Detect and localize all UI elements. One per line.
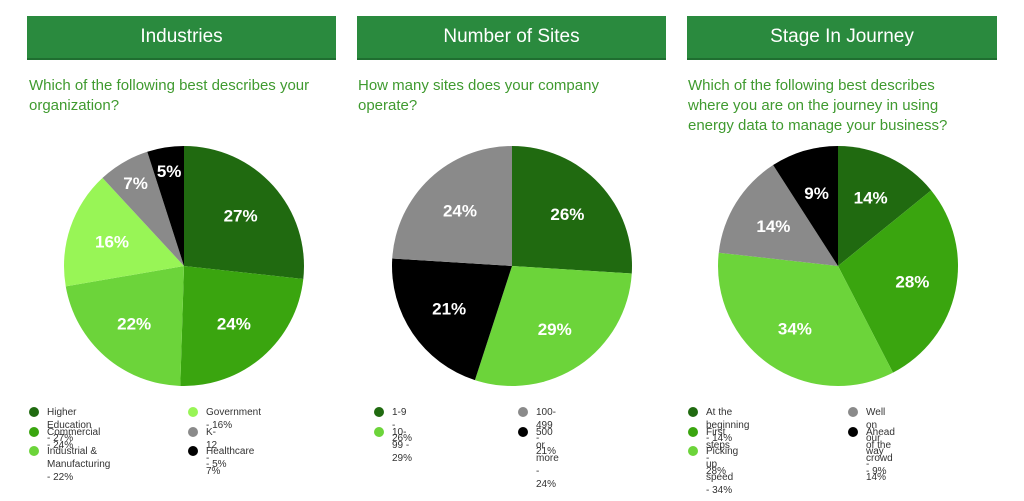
stage-in-journey-question: Which of the following best describes wh… (688, 77, 948, 134)
pie-data-label: 22% (117, 314, 151, 333)
pie-slice-2 (65, 266, 184, 386)
legend-swatch (848, 407, 858, 417)
legend-item-healthcare: Healthcare - 5% (188, 445, 254, 471)
legend-label: Picking up speed - 34% (706, 446, 739, 496)
legend-swatch (688, 427, 698, 437)
pie-slice-3 (63, 177, 184, 287)
pie-data-label: 27% (224, 206, 258, 225)
number-of-sites-pie-chart: 26% 29% 21% 24% (392, 146, 632, 386)
legend-item-commercial: Commercial - 24% (29, 426, 100, 452)
legend-item-k12: K-12 - 7% (188, 426, 220, 478)
pie-data-label: 29% (538, 320, 572, 339)
pie-data-label: 21% (432, 300, 466, 319)
pie-data-label: 7% (123, 174, 148, 193)
legend-item-ahead-of-the-crowd: Ahead of the crowd - 9% (848, 426, 895, 478)
pie-data-label: 16% (95, 233, 129, 252)
legend-item-first-steps: First steps - 28% (688, 426, 730, 478)
industries-header: Industries (27, 16, 336, 60)
legend-swatch (518, 407, 528, 417)
legend-item-500-or-more: 500 or more - 24% (518, 426, 559, 491)
industries-question: Which of the following best describes yo… (29, 77, 310, 114)
pie-data-label: 5% (157, 162, 182, 181)
pie-slice-1 (474, 266, 632, 386)
legend-swatch (188, 427, 198, 437)
legend-swatch (518, 427, 528, 437)
legend-label: 1-9 - 26% (392, 407, 413, 444)
legend-item-government: Government - 16% (188, 406, 261, 432)
pie-slice-3 (392, 146, 512, 266)
legend-label: First steps - 28% (706, 427, 730, 477)
legend-label: Government - 16% (206, 407, 262, 431)
legend-swatch (188, 407, 198, 417)
legend-label: 10-99 - 29% (392, 427, 413, 464)
legend-swatch (29, 446, 39, 456)
legend-item-at-the-beginning: At the beginning - 14% (688, 406, 749, 445)
legend-item-higher-education: Higher Education - 27% (29, 406, 91, 445)
pie-slice-0 (184, 146, 304, 280)
pie-slice-1 (838, 190, 958, 373)
stage-in-journey-pie-chart: 14% 28% 34% 14% 9% (718, 146, 958, 387)
legend-item-10-99: 10-99 - 29% (374, 426, 412, 465)
legend-label: At the beginning - 14% (706, 407, 750, 444)
legend-item-well-on-our-way: Well on our way - 14% (848, 406, 886, 484)
legend-swatch (848, 427, 858, 437)
pie-slice-0 (512, 146, 632, 274)
legend-swatch (188, 446, 198, 456)
legend-swatch (29, 427, 39, 437)
pie-data-label: 9% (804, 184, 829, 203)
legend-swatch (374, 427, 384, 437)
legend-label: K-12 - 7% (206, 427, 221, 477)
legend-label: 500 or more - 24% (536, 427, 559, 490)
stage-in-journey-header: Stage In Journey (687, 16, 997, 60)
number-of-sites-question: How many sites does your company operate… (358, 77, 599, 114)
legend-swatch (688, 407, 698, 417)
industries-pie-chart: 27% 24% 22% 16% 7% 5% (63, 146, 304, 386)
legend-label: Well on our way - 14% (866, 407, 887, 483)
pie-data-label: 14% (854, 188, 888, 207)
pie-slice-3 (718, 165, 838, 266)
number-of-sites-header: Number of Sites (357, 16, 666, 60)
legend-label: Commercial - 24% (47, 427, 101, 451)
legend-item-100-499: 100-499 - 21% (518, 406, 556, 458)
pie-slice-4 (102, 151, 184, 266)
legend-label: Healthcare - 5% (206, 446, 255, 470)
pie-slice-2 (718, 252, 893, 387)
pie-slice-4 (773, 146, 838, 266)
legend-item-picking-up-speed: Picking up speed - 34% (688, 445, 738, 497)
legend-label: Industrial & Manufacturing - 22% (47, 446, 111, 483)
pie-slice-0 (838, 146, 932, 266)
pie-slice-1 (180, 266, 304, 386)
pie-slice-5 (147, 146, 184, 266)
pie-data-label: 26% (550, 205, 584, 224)
legend-label: 100-499 - 21% (536, 407, 557, 457)
pie-data-label: 24% (443, 202, 477, 221)
pie-data-label: 24% (217, 314, 251, 333)
legend-swatch (29, 407, 39, 417)
legend-item-industrial: Industrial & Manufacturing - 22% (29, 445, 110, 484)
legend-label: Ahead of the crowd - 9% (866, 427, 895, 477)
legend-item-1-9: 1-9 - 26% (374, 406, 412, 445)
legend-swatch (688, 446, 698, 456)
pie-data-label: 34% (778, 320, 812, 339)
legend-swatch (374, 407, 384, 417)
pie-data-label: 28% (895, 273, 929, 292)
pie-slice-2 (392, 258, 512, 381)
legend-label: Higher Education - 27% (47, 407, 92, 444)
pie-data-label: 14% (756, 217, 790, 236)
